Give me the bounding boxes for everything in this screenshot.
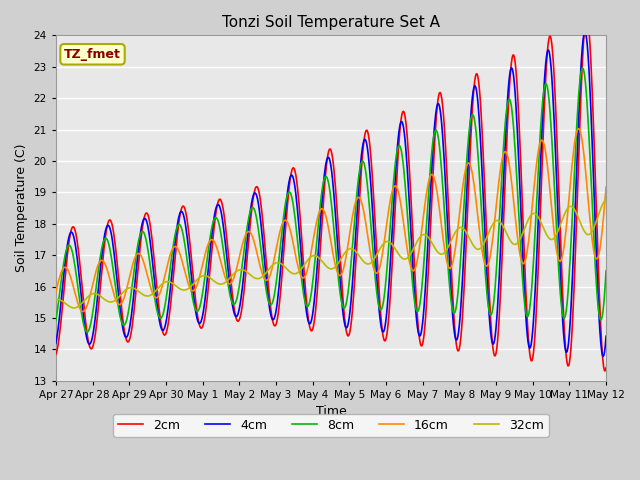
8cm [83,329,91,335]
Title: Tonzi Soil Temperature Set A: Tonzi Soil Temperature Set A [222,15,440,30]
2cm [583,14,591,20]
4cm [599,353,607,359]
16cm [197,268,205,274]
32cm [197,274,205,279]
Text: TZ_fmet: TZ_fmet [64,48,121,61]
4cm [196,320,204,326]
2cm [323,163,330,169]
8cm [52,318,60,324]
8cm [552,225,560,230]
32cm [173,284,181,290]
2cm [196,324,204,330]
4cm [581,29,589,35]
2cm [376,301,384,307]
8cm [197,299,205,305]
4cm [323,158,330,164]
Line: 32cm: 32cm [56,200,606,308]
8cm [602,268,610,274]
32cm [552,232,560,238]
8cm [579,65,586,71]
16cm [52,289,60,295]
16cm [377,261,385,266]
16cm [323,218,331,224]
X-axis label: Time: Time [316,405,346,418]
8cm [377,307,385,313]
4cm [173,228,180,233]
2cm [52,351,60,357]
4cm [52,341,60,347]
Line: 8cm: 8cm [56,68,606,332]
16cm [79,309,86,314]
8cm [173,224,181,229]
16cm [552,247,560,252]
32cm [377,245,385,251]
2cm [552,104,559,110]
Legend: 2cm, 4cm, 8cm, 16cm, 32cm: 2cm, 4cm, 8cm, 16cm, 32cm [113,414,549,437]
4cm [376,314,384,320]
16cm [575,126,582,132]
16cm [173,245,181,251]
Y-axis label: Soil Temperature (C): Soil Temperature (C) [15,144,28,272]
32cm [52,297,60,303]
2cm [430,148,438,154]
2cm [602,368,609,373]
32cm [602,197,610,203]
Line: 4cm: 4cm [56,32,606,356]
8cm [431,129,439,134]
Line: 16cm: 16cm [56,129,606,312]
4cm [430,128,438,134]
4cm [602,333,610,339]
Line: 2cm: 2cm [56,17,606,371]
32cm [323,264,331,270]
32cm [70,305,78,311]
32cm [431,245,439,251]
8cm [323,175,331,181]
16cm [431,178,439,183]
4cm [552,153,559,159]
16cm [602,184,610,190]
2cm [173,239,180,245]
2cm [602,365,610,371]
